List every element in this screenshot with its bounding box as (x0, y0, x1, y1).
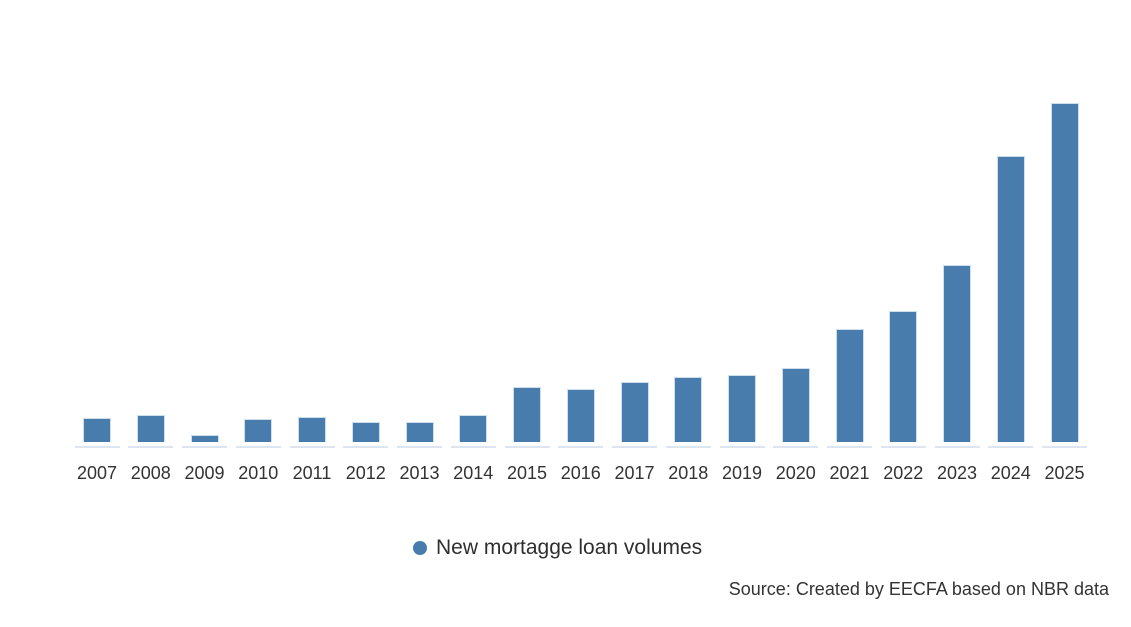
year-label-2013: 2013 (399, 463, 440, 483)
bar-2024 (996, 156, 1025, 442)
axis-tick (880, 446, 926, 448)
axis-tick (773, 446, 819, 448)
axis-tick (934, 446, 980, 448)
year-label-2012: 2012 (345, 463, 386, 483)
bar-2013 (405, 422, 434, 442)
bar-2018 (674, 377, 703, 442)
year-label-2024: 2024 (990, 463, 1031, 483)
axis-tick (182, 446, 227, 448)
axis-tick (719, 446, 765, 448)
bar-2019 (728, 375, 756, 442)
axis-tick (289, 446, 335, 448)
year-label-2022: 2022 (883, 463, 924, 483)
year-label-2025: 2025 (1044, 463, 1085, 483)
bar-2020 (781, 368, 810, 442)
chart-legend: New mortagge loan volumes (413, 535, 702, 561)
year-label-2016: 2016 (560, 463, 601, 483)
bar-2015 (513, 387, 541, 442)
axis-tick (504, 446, 550, 448)
year-label-2008: 2008 (130, 463, 171, 483)
axis-tick (235, 446, 281, 448)
axis-tick (397, 446, 442, 448)
bar-2007 (83, 418, 111, 442)
year-label-2018: 2018 (668, 463, 709, 483)
axis-tick (1042, 446, 1087, 448)
bar-2025 (1050, 103, 1079, 442)
axis-tick (343, 446, 389, 448)
bar-2011 (298, 417, 326, 442)
source-note: Source: Created by EECFA based on NBR da… (728, 579, 1109, 599)
year-label-2014: 2014 (453, 463, 494, 483)
year-label-2007: 2007 (76, 463, 118, 483)
year-label-2021: 2021 (829, 463, 870, 483)
bar-2016 (566, 389, 595, 442)
legend-label: New mortagge loan volumes (436, 536, 703, 559)
year-label-2011: 2011 (292, 463, 332, 483)
axis-tick (612, 446, 657, 448)
axis-tick (74, 446, 120, 448)
axis-tick (665, 446, 711, 448)
axis-tick (128, 446, 174, 448)
year-label-2023: 2023 (936, 463, 978, 483)
bar-2021 (835, 329, 864, 442)
bar-2017 (620, 382, 649, 442)
axis-tick (827, 446, 872, 448)
bar-2014 (459, 415, 488, 442)
bar-2022 (889, 311, 918, 442)
bar-2012 (351, 422, 380, 442)
legend-circle-icon (413, 541, 427, 555)
year-label-2015: 2015 (506, 463, 548, 483)
axis-tick (558, 446, 604, 448)
bar-2023 (943, 265, 971, 442)
year-label-2019: 2019 (721, 463, 763, 483)
axis-tick (450, 446, 496, 448)
bar-2010 (244, 419, 273, 442)
bar-2009 (190, 435, 219, 442)
bar-2008 (136, 415, 165, 442)
axis-tick (988, 446, 1034, 448)
year-label-2009: 2009 (184, 463, 225, 483)
year-label-2017: 2017 (614, 463, 655, 483)
year-label-2020: 2020 (775, 463, 816, 483)
year-label-2010: 2010 (238, 463, 279, 483)
